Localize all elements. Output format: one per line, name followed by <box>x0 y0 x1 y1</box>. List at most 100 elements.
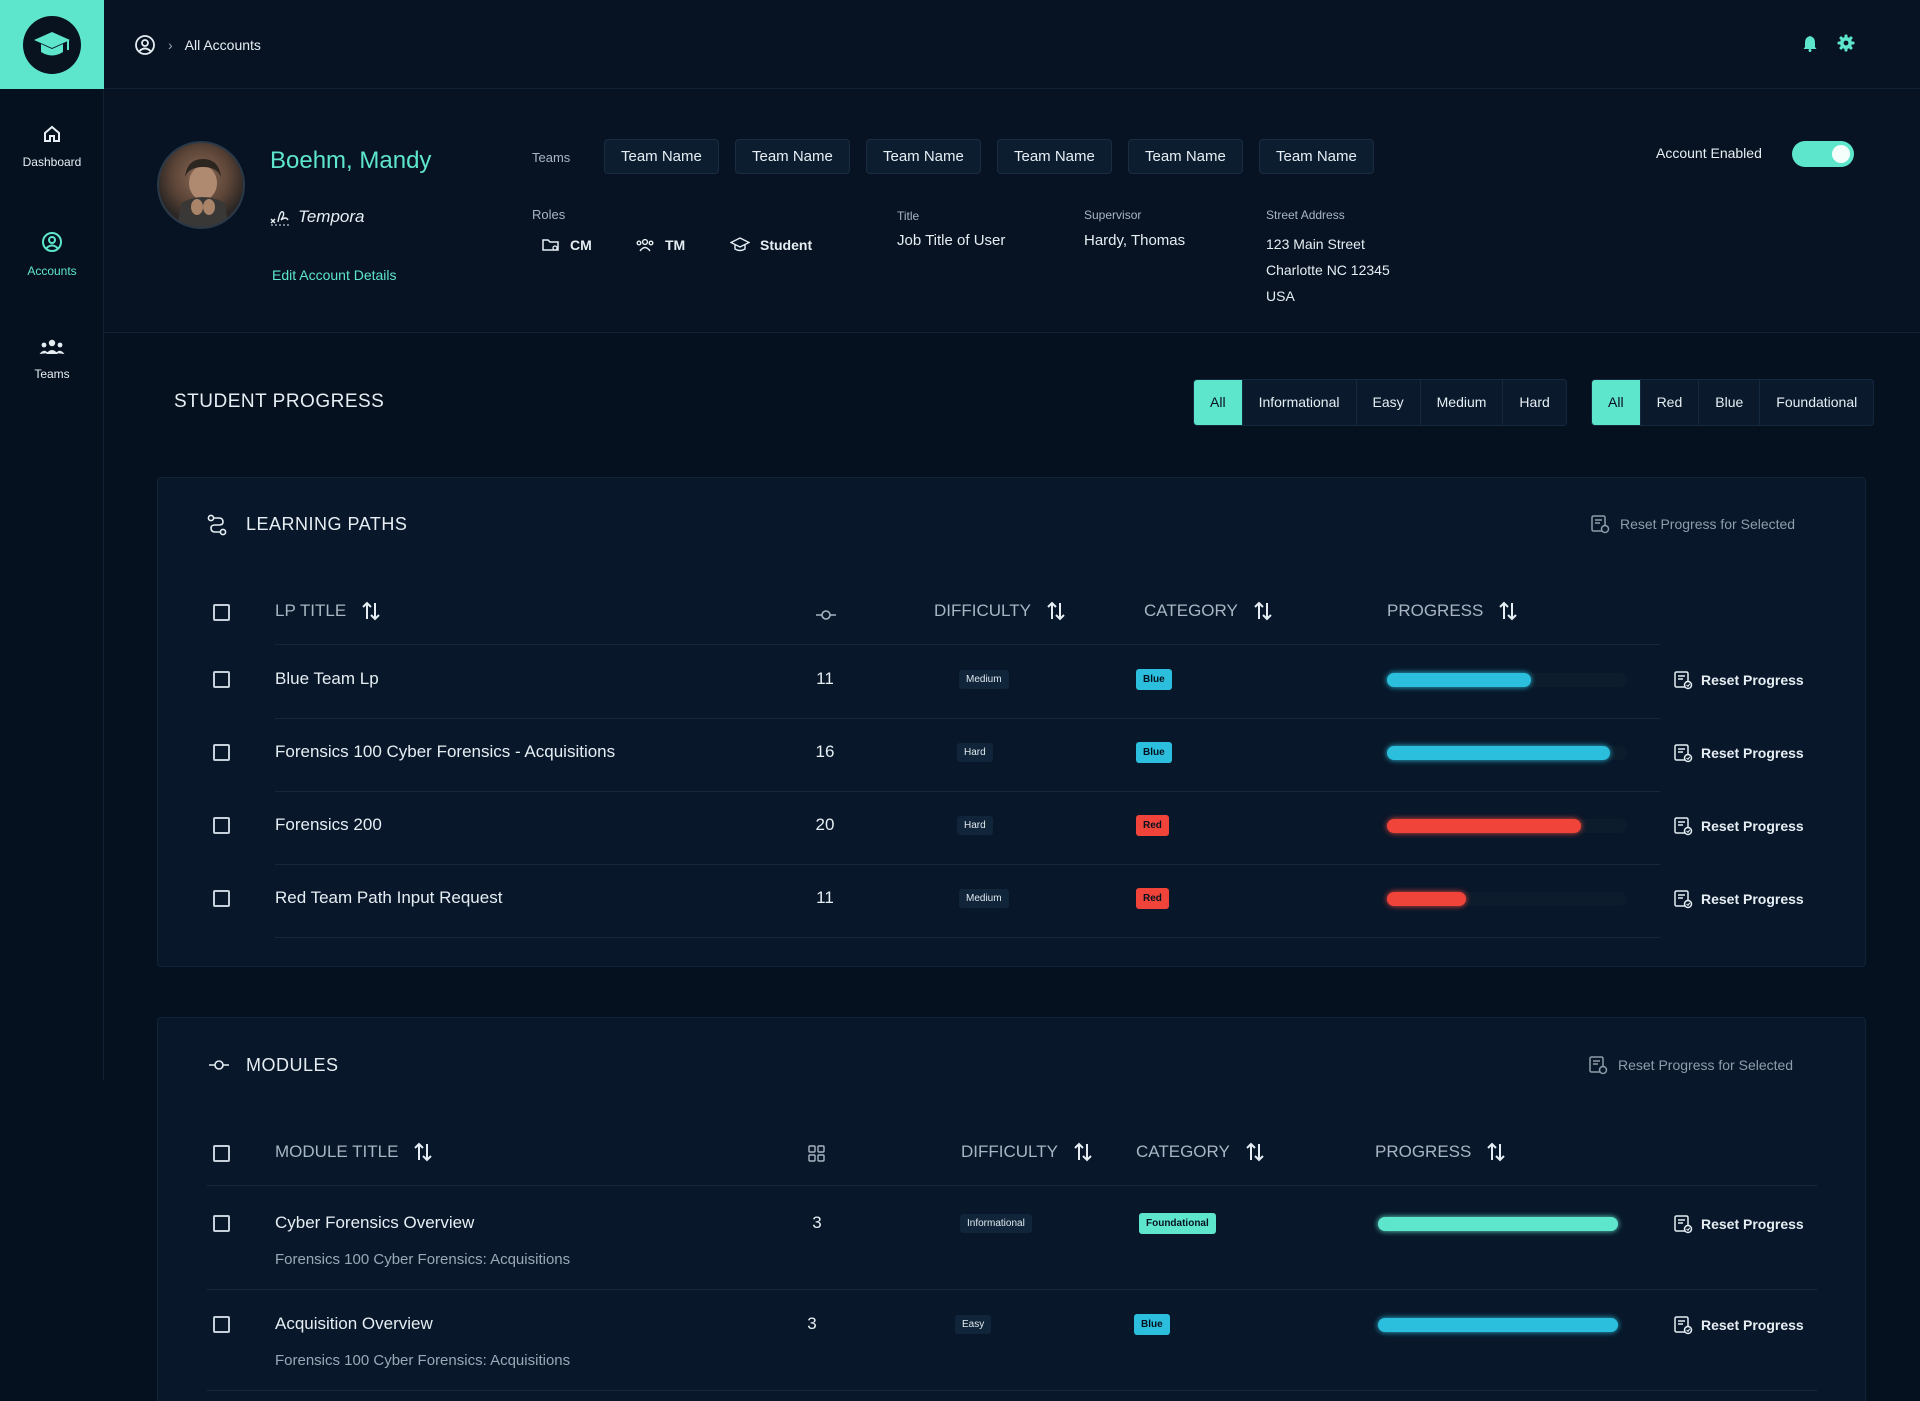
module-parent-path: Forensics 100 Cyber Forensics: Acquisiti… <box>275 1352 571 1369</box>
account-enabled-toggle[interactable] <box>1792 141 1854 167</box>
category-badge: Blue <box>1136 669 1172 690</box>
filter-option[interactable]: Blue <box>1699 380 1761 425</box>
user-circle-icon[interactable] <box>134 34 156 56</box>
row-checkbox[interactable] <box>213 1316 230 1333</box>
reset-progress-button[interactable]: Reset Progress <box>1673 889 1804 909</box>
reset-doc-icon <box>1674 890 1693 909</box>
supervisor-value: Hardy, Thomas <box>1084 232 1186 249</box>
reset-progress-button[interactable]: Reset Progress <box>1673 1315 1804 1335</box>
team-chip[interactable]: Team Name <box>604 139 719 174</box>
nav-accounts[interactable]: Accounts <box>0 231 104 278</box>
filter-option[interactable]: Hard <box>1519 394 1550 410</box>
learning-paths-title: LEARNING PATHS <box>246 514 408 534</box>
app-logo[interactable] <box>0 0 104 89</box>
progress-column-header[interactable]: PROGRESS <box>1375 1142 1506 1162</box>
address-label: Street Address <box>1266 208 1345 222</box>
lp-title[interactable]: Blue Team Lp <box>275 669 379 688</box>
breadcrumb-current[interactable]: All Accounts <box>184 37 261 53</box>
filter-option[interactable]: Medium <box>1421 380 1504 425</box>
select-all-checkbox[interactable] <box>213 604 230 621</box>
lp-title-column-header[interactable]: LP TITLE <box>275 601 380 621</box>
address-line: 123 Main Street <box>1266 236 1365 252</box>
progress-fill <box>1378 1217 1618 1231</box>
filter-option[interactable]: Foundational <box>1776 394 1858 410</box>
reset-progress-button[interactable]: Reset Progress <box>1673 1214 1804 1234</box>
filter-option[interactable]: Informational <box>1243 380 1357 425</box>
team-chip[interactable]: Team Name <box>1128 139 1243 174</box>
graduation-cap-logo-icon <box>23 15 81 74</box>
reset-doc-icon <box>1674 671 1693 690</box>
category-column-header[interactable]: CATEGORY <box>1136 1142 1264 1162</box>
lp-title[interactable]: Forensics 200 <box>275 815 382 834</box>
role-student: Student <box>730 237 812 253</box>
sort-icon[interactable] <box>414 1142 433 1162</box>
team-chip[interactable]: Team Name <box>1259 139 1374 174</box>
reset-progress-label: Reset Progress <box>1701 1216 1804 1232</box>
team-chip[interactable]: Team Name <box>997 139 1112 174</box>
lp-title[interactable]: Red Team Path Input Request <box>275 888 503 907</box>
category-badge: Blue <box>1134 1314 1170 1335</box>
edit-account-details-link[interactable]: Edit Account Details <box>272 267 397 283</box>
nav-dashboard[interactable]: Dashboard <box>0 124 104 169</box>
roles-label: Roles <box>532 207 566 222</box>
street-address: 123 Main Street Charlotte NC 12345 USA <box>1266 231 1390 309</box>
module-title[interactable]: Acquisition Overview <box>275 1314 433 1333</box>
team-chip[interactable]: Team Name <box>866 139 981 174</box>
team-chip[interactable]: Team Name <box>735 139 850 174</box>
filter-option[interactable]: All <box>1592 380 1641 425</box>
category-badge: Blue <box>1136 742 1172 763</box>
category-column-header[interactable]: CATEGORY <box>1144 601 1272 621</box>
lp-reset-selected-button[interactable]: Reset Progress for Selected <box>1590 514 1795 534</box>
gear-icon[interactable] <box>1837 34 1855 52</box>
progress-column-header[interactable]: PROGRESS <box>1387 601 1518 621</box>
reset-progress-label: Reset Progress <box>1701 745 1804 761</box>
lp-title[interactable]: Forensics 100 Cyber Forensics - Acquisit… <box>275 742 616 761</box>
graduation-cap-icon <box>730 237 750 252</box>
filter-option[interactable]: All <box>1194 380 1243 425</box>
row-checkbox[interactable] <box>213 744 230 761</box>
role-tm: TM <box>635 237 685 253</box>
sort-icon[interactable] <box>1074 1142 1092 1162</box>
row-checkbox[interactable] <box>213 671 230 688</box>
supervisor-label: Supervisor <box>1084 208 1142 222</box>
difficulty-column-header[interactable]: DIFFICULTY <box>934 601 1065 621</box>
nav-teams[interactable]: Teams <box>0 338 104 381</box>
role-label: CM <box>570 237 592 253</box>
module-title-column-header[interactable]: MODULE TITLE <box>275 1142 433 1162</box>
row-checkbox[interactable] <box>213 890 230 907</box>
category-filter-group: All Red Blue Foundational <box>1591 379 1875 426</box>
sort-icon[interactable] <box>1047 601 1065 621</box>
reset-doc-icon <box>1674 1316 1693 1335</box>
column-label: DIFFICULTY <box>961 1142 1058 1161</box>
sort-icon[interactable] <box>1487 1142 1506 1162</box>
reset-progress-label: Reset Progress <box>1701 672 1804 688</box>
reset-progress-button[interactable]: Reset Progress <box>1673 816 1804 836</box>
filter-option[interactable]: Easy <box>1357 380 1421 425</box>
sort-icon[interactable] <box>362 601 380 621</box>
breadcrumb: › All Accounts <box>134 34 261 56</box>
home-icon <box>44 125 60 142</box>
column-label: DIFFICULTY <box>934 601 1031 620</box>
select-all-checkbox[interactable] <box>213 1145 230 1162</box>
sort-icon[interactable] <box>1499 601 1518 621</box>
column-label: PROGRESS <box>1375 1142 1472 1161</box>
item-count: 3 <box>807 1314 817 1333</box>
sort-icon[interactable] <box>1254 601 1272 621</box>
reset-progress-button[interactable]: Reset Progress <box>1673 670 1804 690</box>
filter-option[interactable]: Red <box>1641 380 1700 425</box>
nav-teams-label: Teams <box>34 367 70 381</box>
bell-icon[interactable] <box>1803 35 1817 52</box>
column-label: PROGRESS <box>1387 601 1484 620</box>
row-checkbox[interactable] <box>213 817 230 834</box>
address-line: USA <box>1266 288 1295 304</box>
difficulty-column-header[interactable]: DIFFICULTY <box>961 1142 1092 1162</box>
progress-fill <box>1387 892 1466 906</box>
difficulty-badge: Medium <box>959 889 1009 908</box>
reset-progress-button[interactable]: Reset Progress <box>1673 743 1804 763</box>
module-title[interactable]: Cyber Forensics Overview <box>275 1213 475 1232</box>
reset-selected-label: Reset Progress for Selected <box>1620 516 1796 532</box>
module-reset-selected-button[interactable]: Reset Progress for Selected <box>1588 1055 1793 1075</box>
progress-bar <box>1387 746 1627 760</box>
sort-icon[interactable] <box>1246 1142 1264 1162</box>
row-checkbox[interactable] <box>213 1215 230 1232</box>
